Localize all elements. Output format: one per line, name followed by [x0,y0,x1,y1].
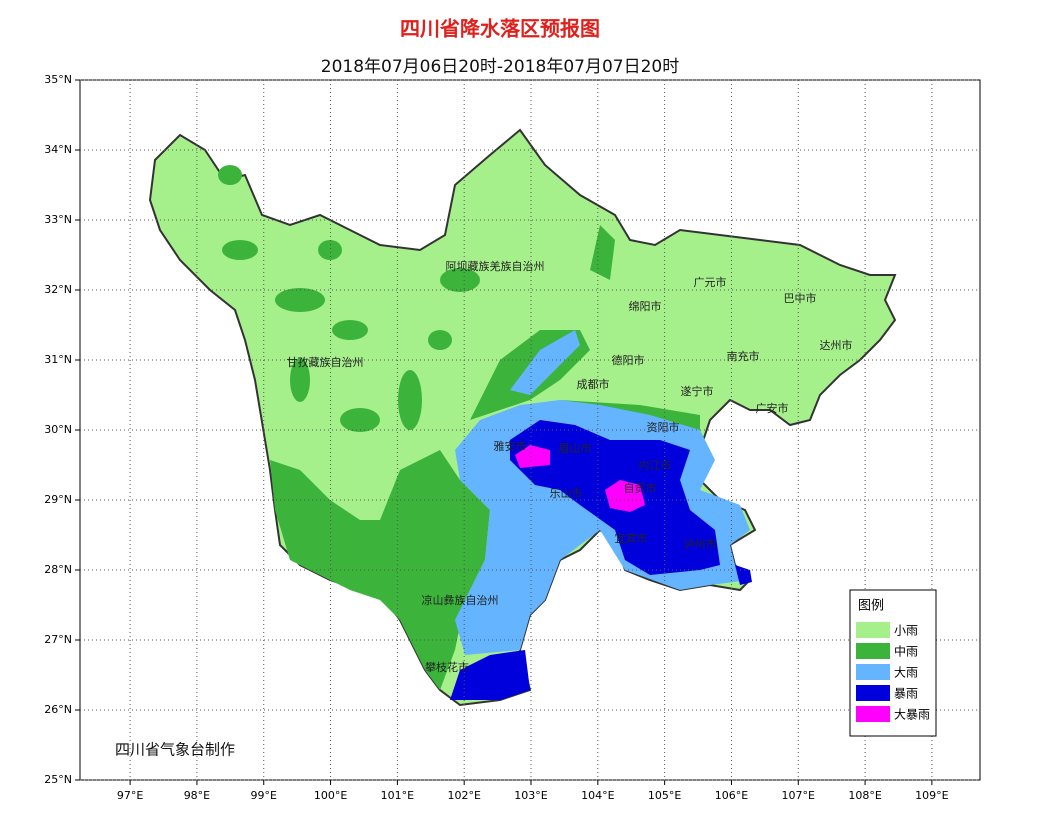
y-tick-label: 26°N [44,703,72,716]
place-label: 雅安市 [494,439,527,453]
x-tick-label: 104°E [581,789,614,802]
place-label: 泸州市 [684,537,717,551]
x-tick-label: 106°E [715,789,748,802]
x-tick-label: 105°E [648,789,681,802]
severe-rainstorm-area [515,445,645,512]
place-label: 眉山市 [559,441,592,455]
place-label: 阿坝藏族羌族自治州 [446,259,545,273]
y-tick-label: 27°N [44,633,72,646]
x-tick-label: 100°E [314,789,347,802]
legend-label: 小雨 [894,624,918,638]
place-label: 德阳市 [612,353,645,367]
place-label: 绵阳市 [629,299,662,313]
x-tick-label: 108°E [848,789,881,802]
place-label: 资阳市 [647,420,680,434]
place-label: 遂宁市 [681,384,714,398]
legend-label: 暴雨 [894,687,918,701]
place-label: 自贡市 [624,481,657,495]
legend-swatch [856,706,890,722]
legend-label: 大雨 [894,666,918,680]
y-tick-label: 34°N [44,143,72,156]
x-tick-label: 109°E [915,789,948,802]
y-tick-label: 28°N [44,563,72,576]
place-label: 南充市 [727,349,760,363]
legend-swatch [856,622,890,638]
y-tick-label: 35°N [44,73,72,86]
y-tick-label: 25°N [44,773,72,786]
x-tick-label: 107°E [782,789,815,802]
y-tick-label: 31°N [44,353,72,366]
place-label: 内江市 [639,458,672,472]
x-tick-label: 98°E [184,789,210,802]
subtitle: 2018年07月06日20时-2018年07月07日20时 [321,57,679,77]
place-label: 达州市 [820,338,853,352]
y-tick-label: 33°N [44,213,72,226]
place-label: 攀枝花市 [425,660,469,674]
place-label: 宜宾市 [615,531,648,545]
x-tick-label: 103°E [514,789,547,802]
legend-label: 大暴雨 [894,708,930,722]
x-tick-label: 99°E [251,789,277,802]
y-tick-label: 30°N [44,423,72,436]
place-label: 广元市 [694,275,727,289]
x-tick-label: 97°E [117,789,143,802]
place-label: 乐山市 [550,486,583,500]
place-label: 巴中市 [784,291,817,305]
legend-title: 图例 [858,599,884,614]
x-tick-label: 102°E [447,789,480,802]
legend-swatch [856,664,890,680]
legend-swatch [856,643,890,659]
precip-areas [148,128,897,707]
title: 四川省降水落区预报图 [400,17,600,41]
legend-swatch [856,685,890,701]
credit: 四川省气象台制作 [115,741,235,759]
place-label: 成都市 [577,377,610,391]
place-label: 凉山彝族自治州 [422,593,499,607]
y-tick-label: 32°N [44,283,72,296]
y-tick-label: 29°N [44,493,72,506]
legend-label: 中雨 [894,644,918,659]
place-label: 甘孜藏族自治州 [287,355,364,369]
place-label: 广安市 [756,401,789,415]
x-tick-label: 101°E [381,789,414,802]
